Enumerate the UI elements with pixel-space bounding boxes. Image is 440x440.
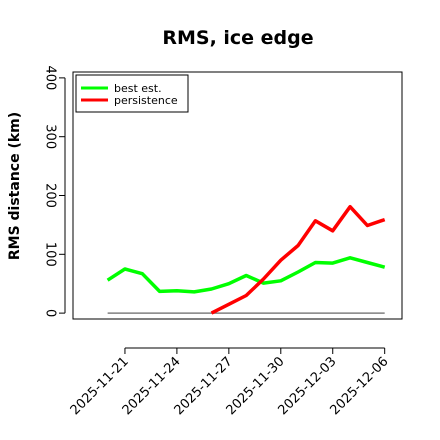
y-tick-label: 200: [42, 183, 57, 208]
series-layer: [106, 204, 386, 315]
y-tick-label: 100: [42, 242, 57, 267]
y-tick-label: 300: [42, 124, 57, 149]
y-axis: 0 100 200 300 400: [42, 65, 66, 317]
legend-label-best-est: best est.: [114, 82, 162, 95]
legend: best est. persistence: [75, 74, 189, 113]
chart-title: RMS, ice edge: [162, 27, 313, 49]
y-tick-label: 400: [42, 65, 57, 90]
x-axis: 2025-11-212025-11-242025-11-272025-11-30…: [68, 347, 392, 418]
y-tick-label: 0: [42, 309, 57, 317]
y-axis-label: RMS distance (km): [7, 112, 23, 260]
series-line-best-est: [106, 256, 386, 294]
series-line-persistence: [210, 204, 386, 315]
legend-label-persistence: persistence: [114, 94, 178, 107]
legend-box: [75, 74, 189, 113]
plot-frame: [72, 71, 403, 320]
